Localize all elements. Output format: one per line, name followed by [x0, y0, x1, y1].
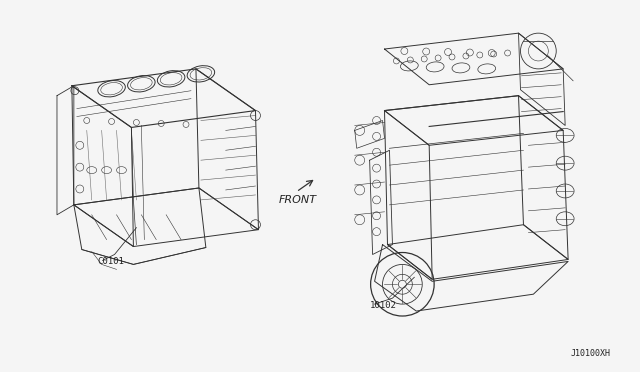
Text: 10102: 10102 — [370, 301, 397, 310]
Text: J10100XH: J10100XH — [571, 349, 611, 358]
Text: FRONT: FRONT — [278, 195, 316, 205]
Text: C0101: C0101 — [98, 257, 125, 266]
